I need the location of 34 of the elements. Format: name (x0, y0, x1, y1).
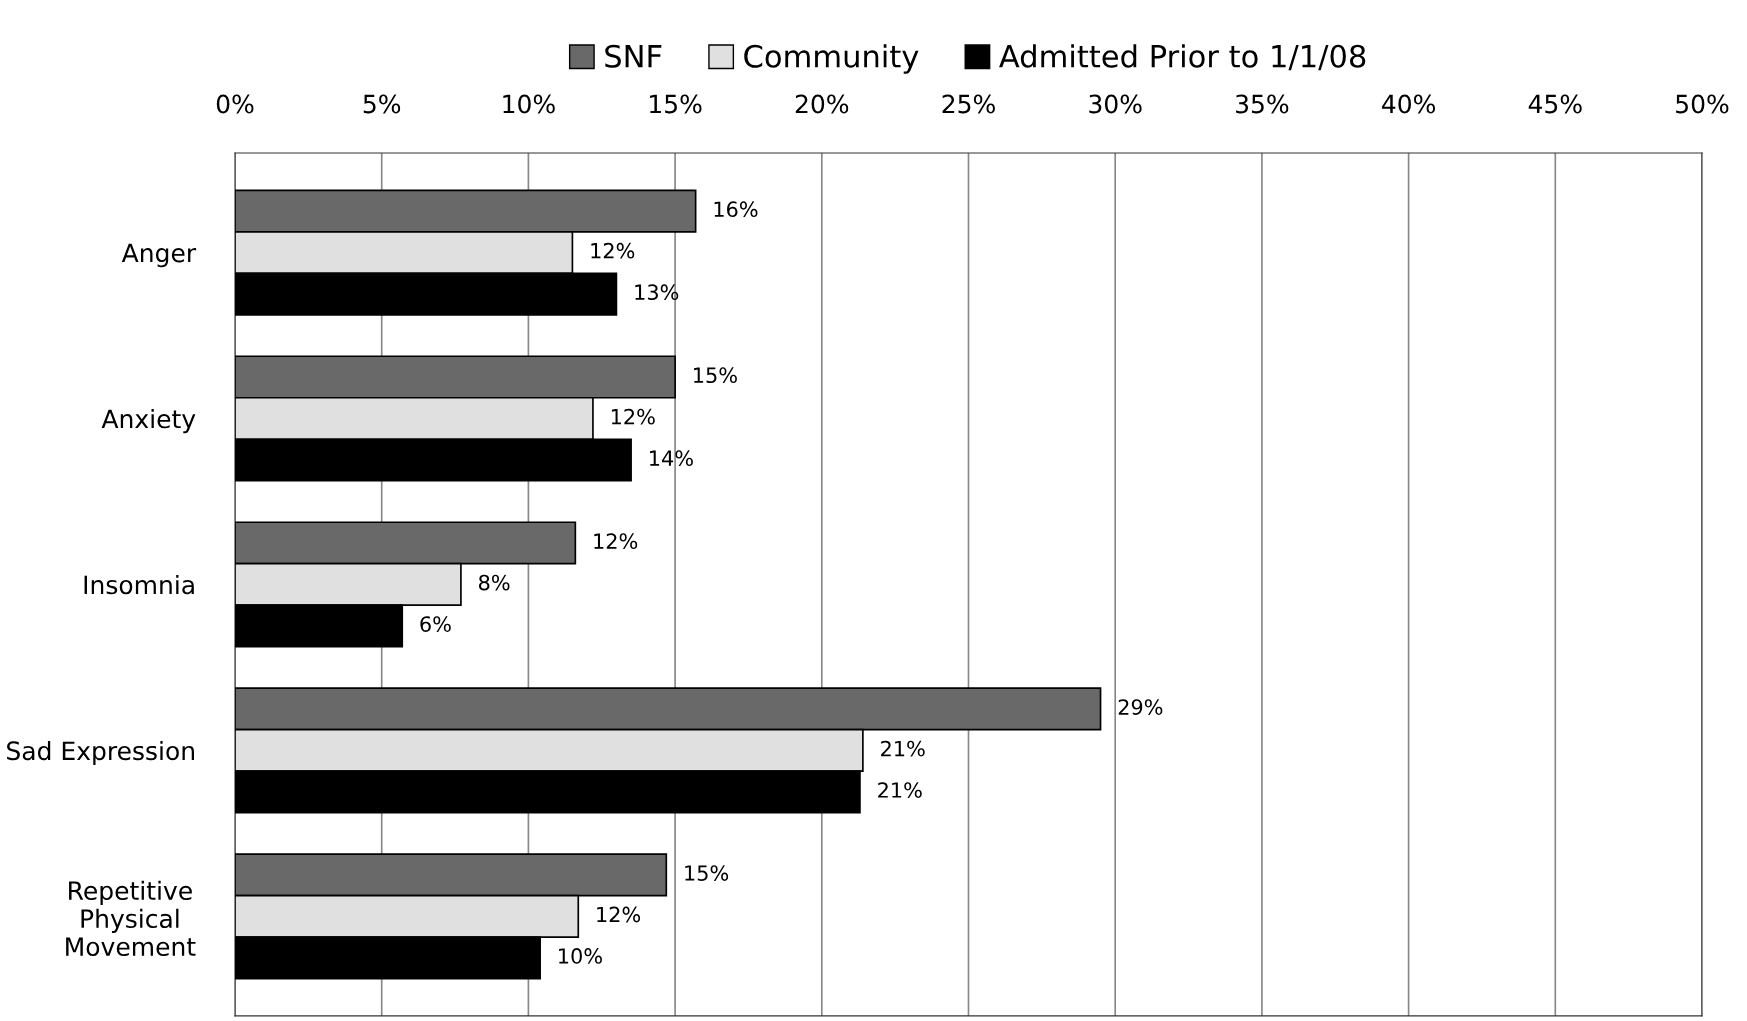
y-tick-label: Repetitive Physical Movement (66, 880, 196, 957)
data-label: 15% (694, 367, 737, 384)
x-tick-label: 20% (795, 94, 849, 114)
data-label: 12% (594, 533, 638, 550)
data-label: 14% (650, 450, 693, 467)
data-label: 29% (1118, 699, 1163, 715)
x-tick-label: 0% (216, 94, 254, 114)
data-label: 16% (714, 201, 758, 218)
data-label: 12% (591, 242, 635, 259)
data-label: 10% (559, 948, 602, 964)
legend-label: Community (744, 44, 919, 74)
x-tick-label: 35% (1236, 94, 1289, 114)
legend-label: Admitted Prior to 1/1/08 (999, 44, 1366, 71)
data-label: 21% (881, 740, 925, 757)
x-tick-label: 25% (942, 94, 995, 114)
legend-label: SNF (605, 44, 662, 68)
data-label: 12% (611, 408, 655, 425)
x-tick-label: 40% (1382, 94, 1435, 114)
data-label: 8% (479, 574, 510, 591)
x-tick-label: 10% (503, 94, 555, 114)
data-label: 12% (597, 906, 641, 923)
x-tick-label: 15% (650, 94, 702, 114)
data-label: 21% (878, 782, 922, 798)
data-label: 13% (635, 284, 679, 301)
x-tick-label: 5% (363, 94, 401, 114)
x-tick-label: 45% (1528, 94, 1582, 114)
x-tick-label: 50% (1676, 94, 1729, 114)
y-tick-label: Anxiety (101, 409, 196, 434)
y-tick-label: Anger (121, 243, 197, 268)
y-tick-label: Insomnia (84, 574, 194, 595)
x-tick-label: 30% (1089, 94, 1142, 114)
data-label: 6% (420, 616, 451, 632)
y-tick-label: Sad Expression (7, 740, 194, 766)
data-label: 15% (685, 865, 729, 881)
